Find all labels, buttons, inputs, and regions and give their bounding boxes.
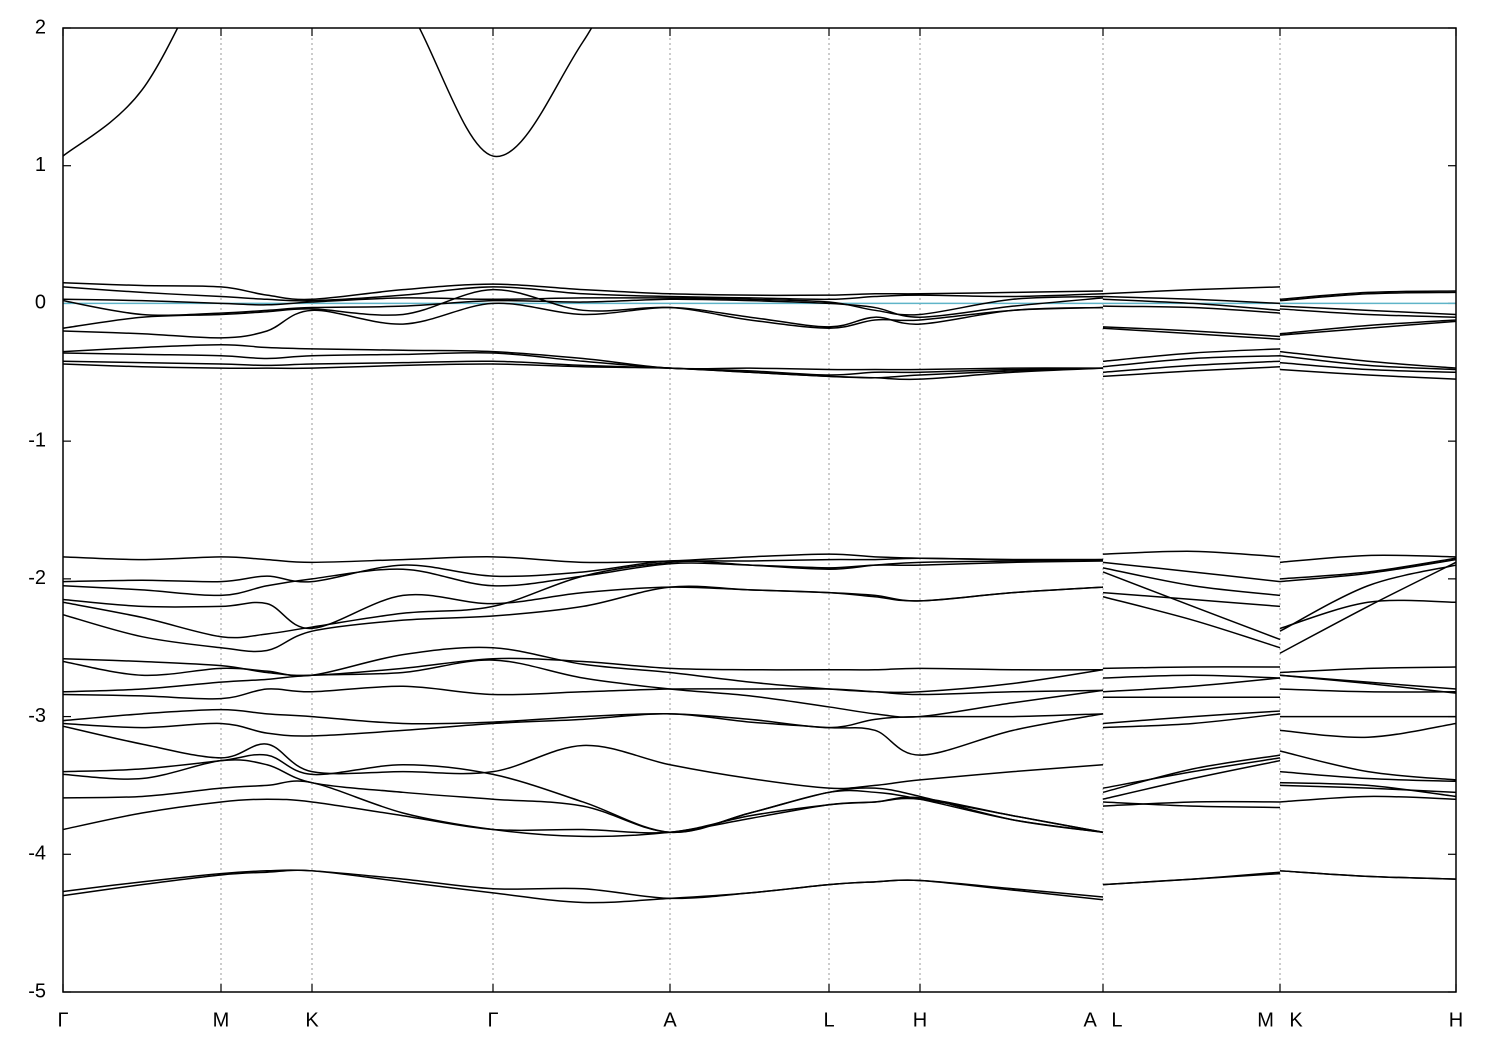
band-line <box>63 561 1456 654</box>
band-line <box>63 713 1456 756</box>
y-tick-label: 0 <box>35 292 46 314</box>
band-line <box>63 282 1456 301</box>
band-line <box>63 753 1456 834</box>
x-tick-label: M K <box>1257 1009 1303 1031</box>
y-tick-label: -2 <box>28 567 46 589</box>
x-tick-label: Γ <box>57 1009 68 1031</box>
band-line <box>63 780 1456 838</box>
x-tick-label: A L <box>1084 1009 1123 1031</box>
band-line <box>63 295 1456 316</box>
band-line <box>63 360 1456 379</box>
band-line <box>63 297 1456 318</box>
band-line <box>63 795 1456 834</box>
bands <box>63 28 1456 904</box>
x-tick-label: M <box>213 1009 230 1031</box>
band-line <box>63 869 1456 900</box>
band-line <box>63 557 1456 641</box>
band-line <box>63 586 1456 630</box>
grid <box>62 27 1457 993</box>
band-line <box>63 657 1456 677</box>
x-tick-label: H <box>1449 1009 1463 1031</box>
y-tick-label: -1 <box>28 429 46 451</box>
y-tick-label: -3 <box>28 705 46 727</box>
band-line <box>63 351 1456 376</box>
band-line <box>63 302 1456 339</box>
band-line <box>63 557 1456 583</box>
tick-labels: 2 1 0 -1 -2 -3 -4 -5 Γ M K Γ A L H A L M K H <box>28 16 1463 1031</box>
band-line <box>63 286 1456 305</box>
band-line <box>63 28 593 157</box>
band-line <box>63 685 1456 700</box>
plot-frame <box>62 27 1457 993</box>
band-line <box>63 708 1456 729</box>
band-line <box>63 288 1456 340</box>
y-tick-label: -5 <box>28 980 46 1002</box>
x-tick-label: L <box>823 1009 834 1031</box>
x-tick-label: Γ <box>487 1009 498 1031</box>
band-line <box>63 725 1456 790</box>
band-line <box>63 363 1456 381</box>
band-line <box>63 869 1456 904</box>
y-tick-label: 2 <box>35 16 46 38</box>
x-tick-label: H <box>913 1009 927 1031</box>
x-tick-label: A <box>663 1009 677 1031</box>
y-tick-label: 1 <box>35 154 46 176</box>
x-tick-label: K <box>305 1009 319 1031</box>
band-line <box>63 343 1456 371</box>
y-tick-label: -4 <box>28 843 46 865</box>
band-line <box>63 759 1456 834</box>
